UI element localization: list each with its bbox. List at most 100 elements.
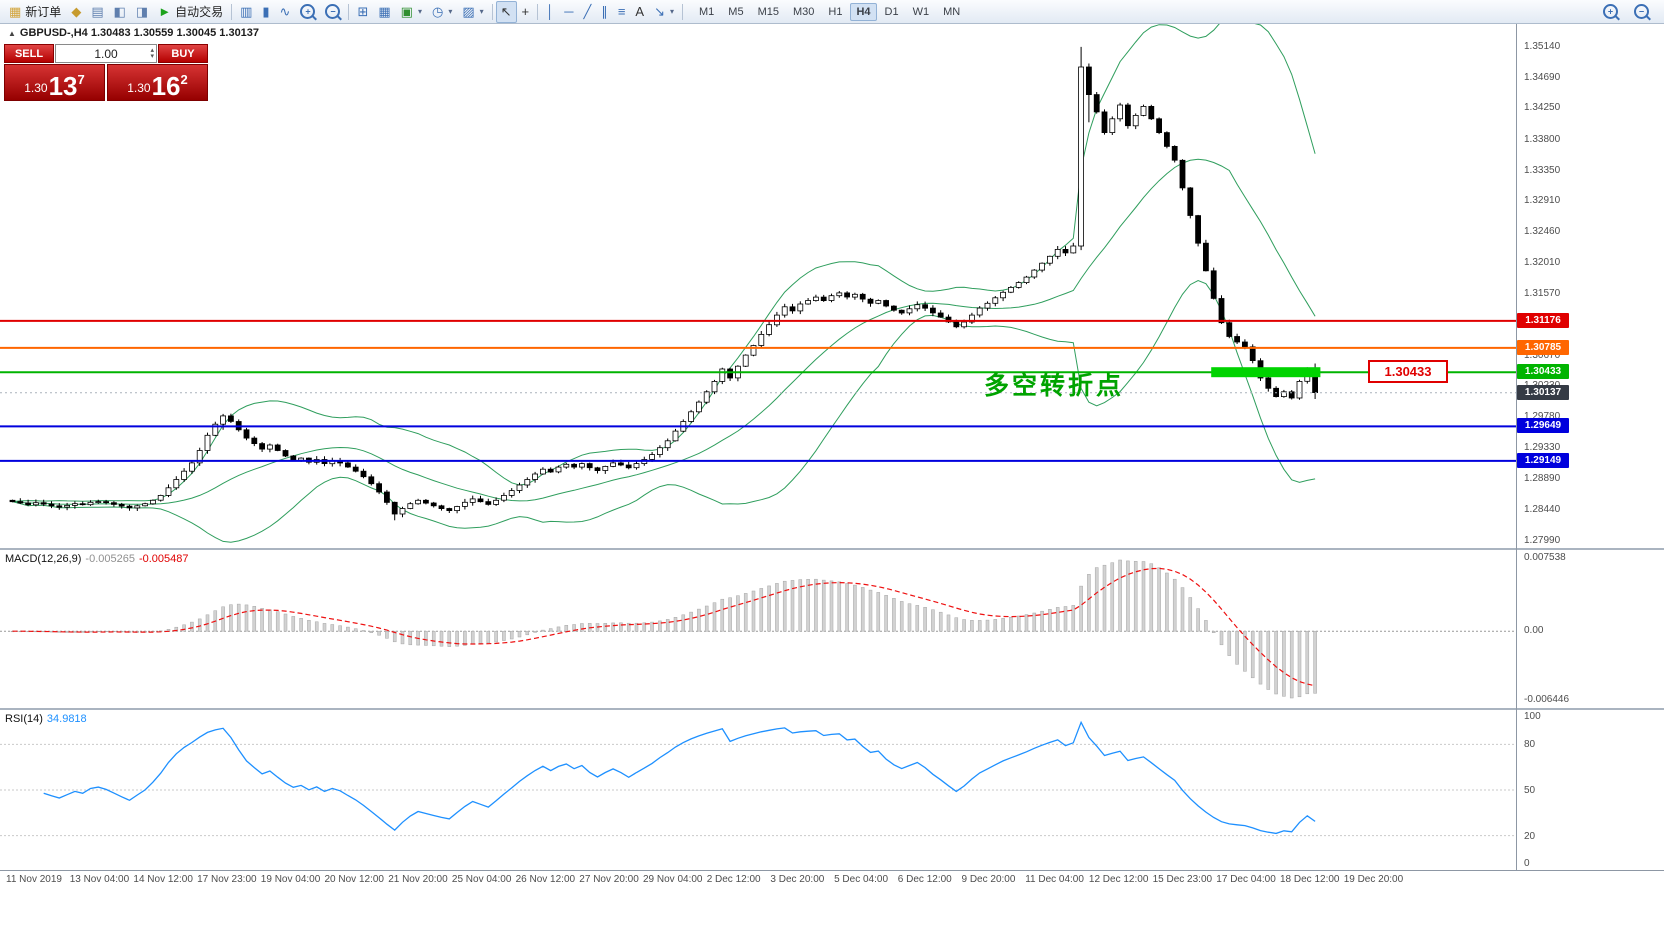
price-tag-1.31176: 1.31176: [1517, 312, 1569, 328]
crosshair-icon: +: [521, 4, 530, 19]
collapse-icon[interactable]: ▲: [8, 29, 16, 38]
chevron-down-icon: ▾: [669, 7, 674, 16]
price-scale-label: 1.29780: [1524, 411, 1561, 423]
price-level-label: 1.30433: [1368, 360, 1448, 383]
line-chart-type-icon: ∿: [279, 4, 291, 19]
macd-scale-label: 0.00: [1524, 625, 1544, 637]
volume-input[interactable]: 1.00 ▴ ▾: [55, 44, 157, 63]
navigator-icon: ◨: [135, 4, 149, 19]
price-tag-1.29649: 1.29649: [1517, 418, 1569, 434]
alerts-icon[interactable]: ◆: [66, 1, 86, 23]
time-axis-label: 6 Dec 12:00: [897, 874, 952, 885]
price-scale-label: 1.33800: [1524, 133, 1561, 145]
time-axis-label: 26 Nov 12:00: [515, 874, 576, 885]
new-order-button[interactable]: ▦ 新订单: [4, 1, 66, 23]
price-chart[interactable]: [0, 10, 1516, 548]
price-scale-label: 1.34690: [1524, 72, 1561, 84]
price-scale-label: 1.33350: [1524, 164, 1561, 176]
timeframe-button-h1[interactable]: H1: [828, 5, 843, 18]
panel-separator[interactable]: [0, 708, 1664, 710]
market-watch-icon[interactable]: ◧: [109, 1, 131, 23]
macd-main-value: -0.005265: [85, 553, 135, 565]
price-scale-label: 1.32910: [1524, 195, 1561, 207]
magnifier-zoom-in-icon: +: [1603, 4, 1618, 19]
price-scale-label: 1.32010: [1524, 257, 1561, 269]
sell-price-display[interactable]: 1.30 13 7: [4, 64, 105, 101]
timeframe-button-m15[interactable]: M15: [757, 5, 779, 18]
chart-annotation-text: 多空转折点: [984, 372, 1125, 400]
trendline-icon[interactable]: ╱: [578, 1, 596, 23]
grid-icon: ⊞: [357, 4, 369, 19]
rsi-scale-label: 50: [1524, 785, 1536, 796]
timeframe-button-m1[interactable]: M1: [699, 5, 715, 18]
magnifier-zoom-in-icon[interactable]: +: [1598, 1, 1623, 23]
timeframe-button-h4[interactable]: H4: [850, 2, 877, 21]
price-tag-1.30137: 1.30137: [1517, 384, 1569, 400]
macd-panel[interactable]: [0, 550, 1516, 708]
print-icon[interactable]: ▤: [86, 1, 108, 23]
auto-trading-button-label: 自动交易: [175, 5, 224, 19]
time-axis-border: [0, 870, 1664, 871]
price-scale-column[interactable]: 1.35140 1.34690 1.34250 1.33800 1.33350 1.329…: [1517, 0, 1664, 946]
cursor-icon: ↖: [500, 4, 512, 19]
time-axis-label: 27 Nov 20:00: [579, 874, 639, 885]
line-chart-type-icon[interactable]: ∿: [275, 1, 296, 23]
timeframe-button-m30[interactable]: M30: [792, 5, 815, 18]
channel-icon[interactable]: ∥: [596, 1, 613, 23]
price-scale-border: [1516, 24, 1517, 870]
buy-price-display[interactable]: 1.30 16 2: [107, 64, 208, 101]
arrows-icon[interactable]: ↘ ▾: [649, 1, 679, 23]
macd-scale-label: -0.006446: [1524, 694, 1570, 705]
text-label-icon[interactable]: A: [630, 1, 649, 23]
macd-name: MACD(12,26,9): [5, 553, 82, 565]
template-button: ▨: [462, 4, 475, 19]
rsi-panel[interactable]: [0, 710, 1516, 870]
sell-button[interactable]: SELL: [4, 44, 54, 63]
timeframe-button-mn[interactable]: MN: [943, 5, 961, 18]
candlestick-chart-type-icon[interactable]: ▮: [257, 1, 274, 23]
print-icon: ▤: [91, 4, 104, 19]
new-chart-button[interactable]: ▣ ▾: [396, 1, 427, 23]
bar-chart-type-icon[interactable]: ▥: [235, 1, 257, 23]
volume-up-icon[interactable]: ▴: [150, 46, 154, 54]
tile-windows-icon[interactable]: ▦: [373, 1, 395, 23]
period-selector-button[interactable]: ◷ ▾: [427, 1, 457, 23]
magnifier-zoom-out-icon[interactable]: −: [1629, 1, 1654, 23]
navigator-icon[interactable]: ◨: [131, 1, 153, 23]
horizontal-line-icon[interactable]: ─: [559, 1, 578, 23]
zoom-in-icon: +: [300, 4, 316, 19]
magnifier-zoom-out-icon: −: [1634, 4, 1649, 19]
timeframe-button-d1[interactable]: D1: [884, 5, 899, 18]
time-axis-label: 21 Nov 20:00: [388, 874, 448, 885]
volume-stepper: ▴ ▾: [150, 46, 154, 61]
time-axis-label: 3 Dec 20:00: [770, 874, 825, 885]
price-scale-label: 1.28890: [1524, 472, 1561, 484]
template-button[interactable]: ▨ ▾: [457, 1, 488, 23]
rsi-scale-label: 20: [1524, 830, 1536, 842]
grid-icon[interactable]: ⊞: [352, 1, 373, 23]
price-tag-1.30433: 1.30433: [1517, 364, 1569, 380]
auto-trading-button[interactable]: ► 自动交易: [153, 1, 228, 23]
timeframe-button-w1[interactable]: W1: [912, 5, 930, 18]
toolbar-separator: [682, 3, 683, 20]
panel-separator[interactable]: [0, 548, 1664, 550]
vertical-line-icon[interactable]: │: [541, 1, 559, 23]
timeframe-button-m5[interactable]: M5: [728, 5, 744, 18]
buy-button[interactable]: BUY: [158, 44, 208, 63]
price-scale-label: 1.35140: [1524, 40, 1561, 52]
zoom-out-icon[interactable]: −: [320, 1, 345, 23]
rsi-scale-label: 80: [1524, 739, 1536, 751]
macd-scale-label: 0.007538: [1524, 552, 1566, 563]
new-order-button: ▦: [9, 4, 22, 19]
volume-down-icon[interactable]: ▾: [150, 52, 154, 60]
crosshair-icon[interactable]: +: [517, 1, 535, 23]
time-axis-label: 19 Nov 04:00: [260, 874, 321, 885]
symbol-ohlc-text: GBPUSD-,H4 1.30483 1.30559 1.30045 1.301…: [19, 27, 260, 39]
one-click-trading-panel: SELL 1.00 ▴ ▾ BUY 1.30 13 7 1.30 16 2: [4, 44, 208, 101]
time-axis[interactable]: 11 Nov 2019 13 Nov 04:00 14 Nov 12:00 17 No…: [0, 871, 1516, 893]
cursor-icon[interactable]: ↖: [495, 0, 517, 23]
toolbar-separator: [231, 3, 233, 20]
zoom-in-icon[interactable]: +: [295, 1, 320, 23]
time-axis-label: 12 Dec 12:00: [1088, 874, 1149, 885]
fibonacci-icon[interactable]: ≡: [613, 1, 631, 23]
